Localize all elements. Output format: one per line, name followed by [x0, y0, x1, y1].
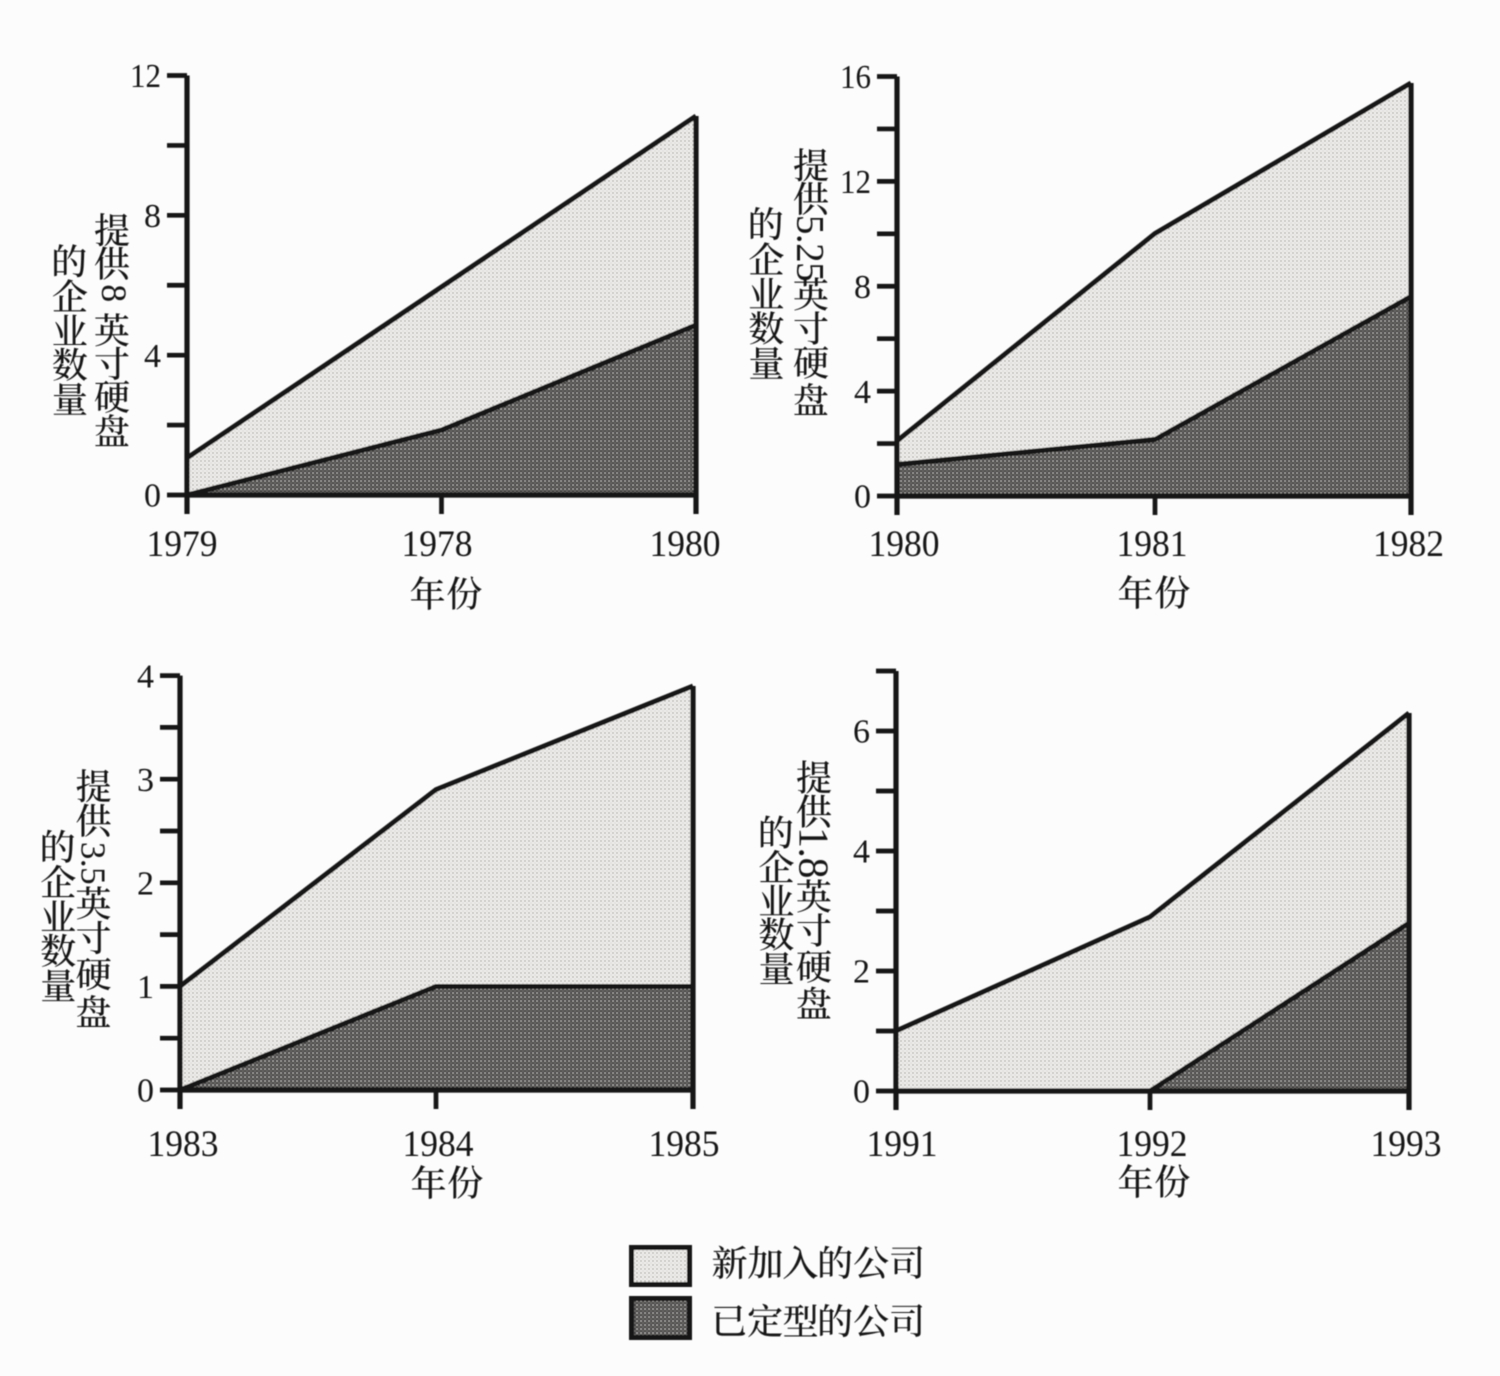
svg-text:2: 2 — [137, 866, 154, 903]
svg-text:1979: 1979 — [147, 524, 218, 565]
svg-text:1981: 1981 — [1117, 524, 1188, 565]
svg-text:12: 12 — [840, 164, 871, 201]
svg-text:0: 0 — [853, 1074, 870, 1111]
svg-text:1980: 1980 — [869, 524, 940, 565]
svg-text:1.8: 1.8 — [790, 827, 836, 878]
svg-text:16: 16 — [840, 59, 871, 96]
svg-text:1992: 1992 — [1117, 1124, 1188, 1165]
svg-text:1985: 1985 — [649, 1124, 720, 1165]
svg-text:8: 8 — [94, 284, 134, 302]
svg-text:12: 12 — [130, 58, 161, 95]
svg-text:0: 0 — [137, 1073, 154, 1110]
svg-text:6: 6 — [853, 714, 870, 751]
svg-text:0: 0 — [144, 478, 161, 515]
svg-text:0: 0 — [854, 479, 871, 516]
svg-text:1978: 1978 — [402, 524, 473, 565]
svg-text:4: 4 — [853, 834, 870, 871]
svg-text:3.5: 3.5 — [74, 842, 113, 884]
svg-text:3: 3 — [137, 762, 154, 799]
svg-text:1983: 1983 — [148, 1124, 219, 1165]
svg-text:4: 4 — [144, 338, 161, 375]
svg-text:2: 2 — [853, 954, 870, 991]
svg-text:4: 4 — [854, 374, 871, 411]
svg-text:1991: 1991 — [867, 1124, 938, 1165]
svg-text:1: 1 — [137, 969, 154, 1006]
svg-text:4: 4 — [137, 658, 154, 695]
svg-text:1982: 1982 — [1373, 524, 1444, 565]
svg-text:1984: 1984 — [403, 1124, 474, 1165]
svg-text:8: 8 — [854, 269, 871, 306]
svg-text:5.25: 5.25 — [789, 215, 832, 281]
svg-text:1980: 1980 — [650, 524, 721, 565]
svg-text:8: 8 — [144, 198, 161, 235]
svg-text:1993: 1993 — [1371, 1124, 1442, 1165]
